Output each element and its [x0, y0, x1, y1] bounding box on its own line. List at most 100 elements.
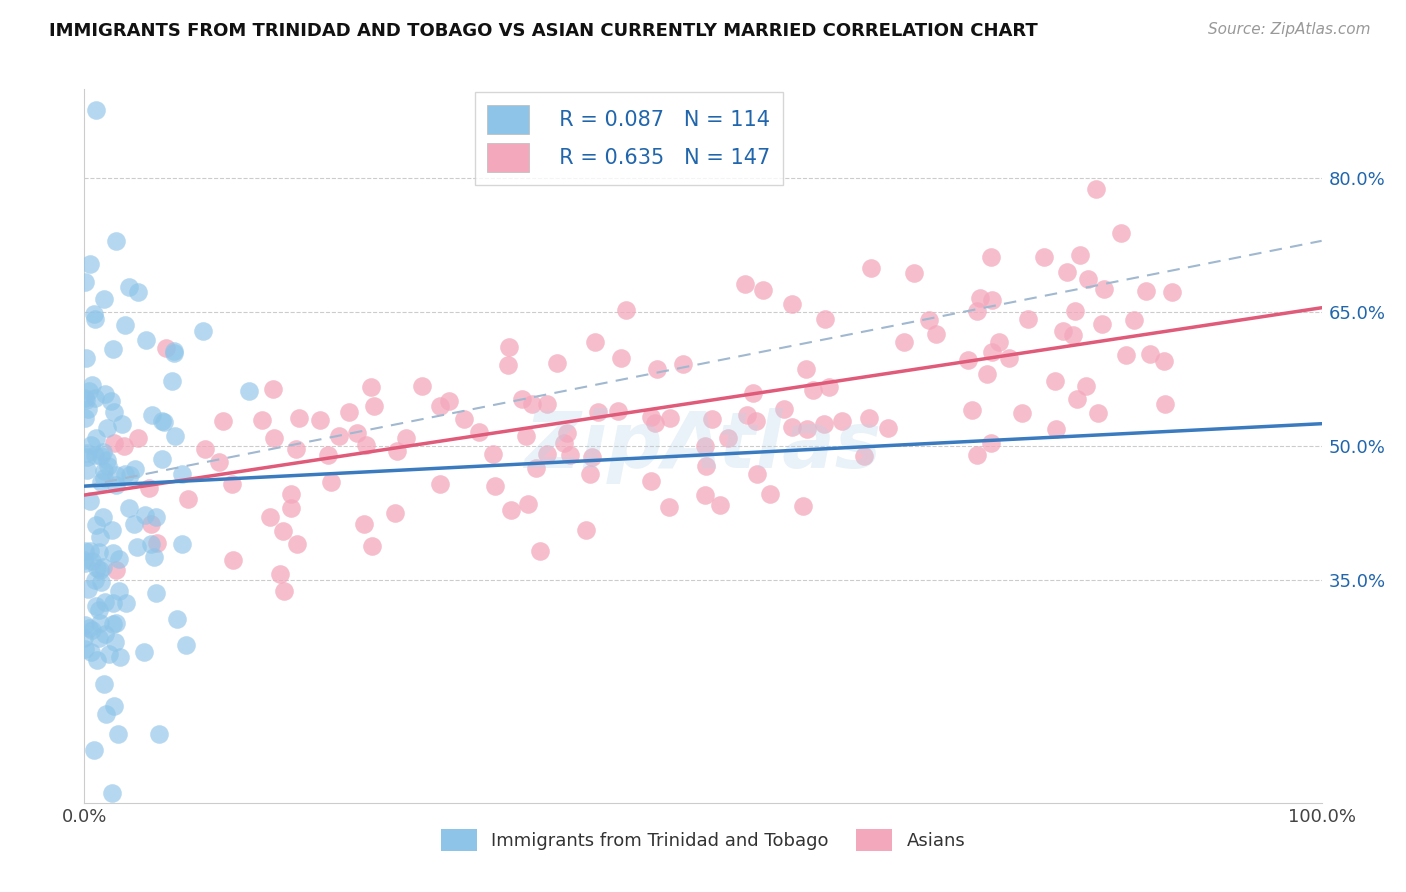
Point — [212, 414, 235, 428]
Point — [998, 351, 1021, 365]
Point — [163, 428, 186, 442]
Point — [125, 541, 148, 555]
Point — [132, 645, 155, 659]
Point — [118, 467, 141, 482]
Point — [960, 403, 983, 417]
Point — [101, 616, 124, 631]
Point — [644, 416, 666, 430]
Point — [516, 497, 538, 511]
Point — [560, 449, 582, 463]
Point — [101, 785, 124, 799]
Point — [1017, 311, 1039, 326]
Point — [94, 595, 117, 609]
Point — [693, 439, 716, 453]
Point — [91, 559, 114, 574]
Point — [141, 537, 163, 551]
Point — [918, 312, 941, 326]
Point — [583, 335, 606, 350]
Point — [614, 303, 637, 318]
Point — [1154, 397, 1177, 411]
Point — [285, 537, 308, 551]
Point — [80, 438, 103, 452]
Point — [94, 627, 117, 641]
Point — [610, 351, 633, 365]
Point — [105, 468, 128, 483]
Point — [695, 488, 717, 502]
Point — [73, 631, 96, 645]
Point — [93, 677, 115, 691]
Point — [319, 475, 342, 490]
Point — [273, 524, 295, 538]
Point — [107, 727, 129, 741]
Point — [956, 352, 979, 367]
Point — [86, 653, 108, 667]
Point — [100, 393, 122, 408]
Point — [222, 553, 245, 567]
Text: ZipAtlas: ZipAtlas — [524, 408, 882, 484]
Point — [273, 584, 295, 599]
Point — [75, 411, 97, 425]
Point — [141, 408, 163, 422]
Point — [170, 467, 193, 481]
Point — [1092, 281, 1115, 295]
Point — [1135, 285, 1157, 299]
Point — [75, 351, 97, 366]
Point — [468, 425, 491, 439]
Point — [96, 453, 118, 467]
Point — [75, 617, 97, 632]
Point — [510, 392, 533, 406]
Point — [89, 563, 111, 577]
Point — [89, 475, 111, 490]
Point — [640, 409, 662, 424]
Text: Source: ZipAtlas.com: Source: ZipAtlas.com — [1208, 22, 1371, 37]
Point — [1153, 353, 1175, 368]
Point — [93, 292, 115, 306]
Point — [700, 412, 723, 426]
Point — [759, 487, 782, 501]
Point — [143, 549, 166, 564]
Point — [145, 586, 167, 600]
Point — [280, 501, 302, 516]
Point — [115, 596, 138, 610]
Text: IMMIGRANTS FROM TRINIDAD AND TOBAGO VS ASIAN CURRENTLY MARRIED CORRELATION CHART: IMMIGRANTS FROM TRINIDAD AND TOBAGO VS A… — [49, 22, 1038, 40]
Point — [105, 478, 128, 492]
Point — [717, 431, 740, 445]
Point — [110, 649, 132, 664]
Point — [103, 436, 125, 450]
Point — [1115, 348, 1137, 362]
Point — [1066, 392, 1088, 406]
Point — [536, 397, 558, 411]
Point — [966, 448, 988, 462]
Point — [93, 387, 115, 401]
Point — [80, 644, 103, 658]
Point — [893, 335, 915, 350]
Point — [813, 417, 835, 432]
Point — [579, 467, 602, 482]
Point — [1109, 226, 1132, 240]
Point — [96, 706, 118, 721]
Point — [792, 500, 814, 514]
Point — [73, 391, 96, 405]
Point — [87, 545, 110, 559]
Point — [83, 448, 105, 462]
Point — [150, 414, 173, 428]
Point — [112, 439, 135, 453]
Point — [103, 698, 125, 713]
Point — [107, 551, 129, 566]
Point — [170, 537, 193, 551]
Point — [453, 411, 475, 425]
Point — [1063, 303, 1085, 318]
Point — [114, 467, 136, 482]
Point — [337, 405, 360, 419]
Point — [155, 341, 177, 355]
Point — [166, 611, 188, 625]
Point — [250, 413, 273, 427]
Point — [1139, 347, 1161, 361]
Point — [107, 583, 129, 598]
Point — [162, 374, 184, 388]
Point — [744, 414, 766, 428]
Point — [709, 498, 731, 512]
Point — [148, 727, 170, 741]
Point — [966, 304, 988, 318]
Point — [103, 405, 125, 419]
